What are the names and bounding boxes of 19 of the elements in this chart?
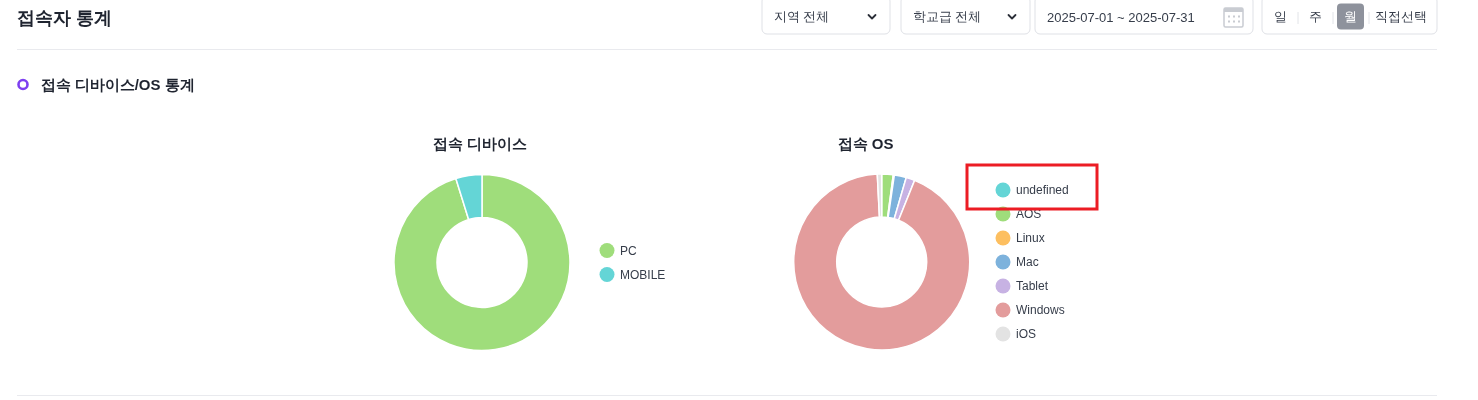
legend-label: Linux (1016, 231, 1045, 245)
legend-label: Windows (1016, 303, 1065, 317)
text: 2025-07-01 ~ 2025-07-31 (1047, 9, 1195, 25)
legend-label: PC (620, 243, 637, 258)
legend-label: MOBILE (620, 267, 666, 282)
text: 접속자 통계 (17, 8, 113, 28)
text: 주 (1308, 10, 1322, 24)
legend-label: Mac (1016, 255, 1039, 269)
legend-label: undefined (1016, 183, 1069, 197)
text: 일 (1273, 10, 1287, 24)
text: 직접선택 (1375, 10, 1427, 24)
legend-label: iOS (1016, 327, 1037, 341)
legend-label: Tablet (1016, 279, 1049, 293)
text: 월 (1344, 10, 1357, 24)
text: 지역 전체 (774, 10, 830, 24)
chart-title: 접속 OS (837, 135, 894, 152)
text: 학교급 전체 (913, 10, 982, 24)
chart-title: 접속 디바이스 (432, 135, 528, 152)
text: 접속 디바이스/OS 통계 (40, 75, 195, 93)
